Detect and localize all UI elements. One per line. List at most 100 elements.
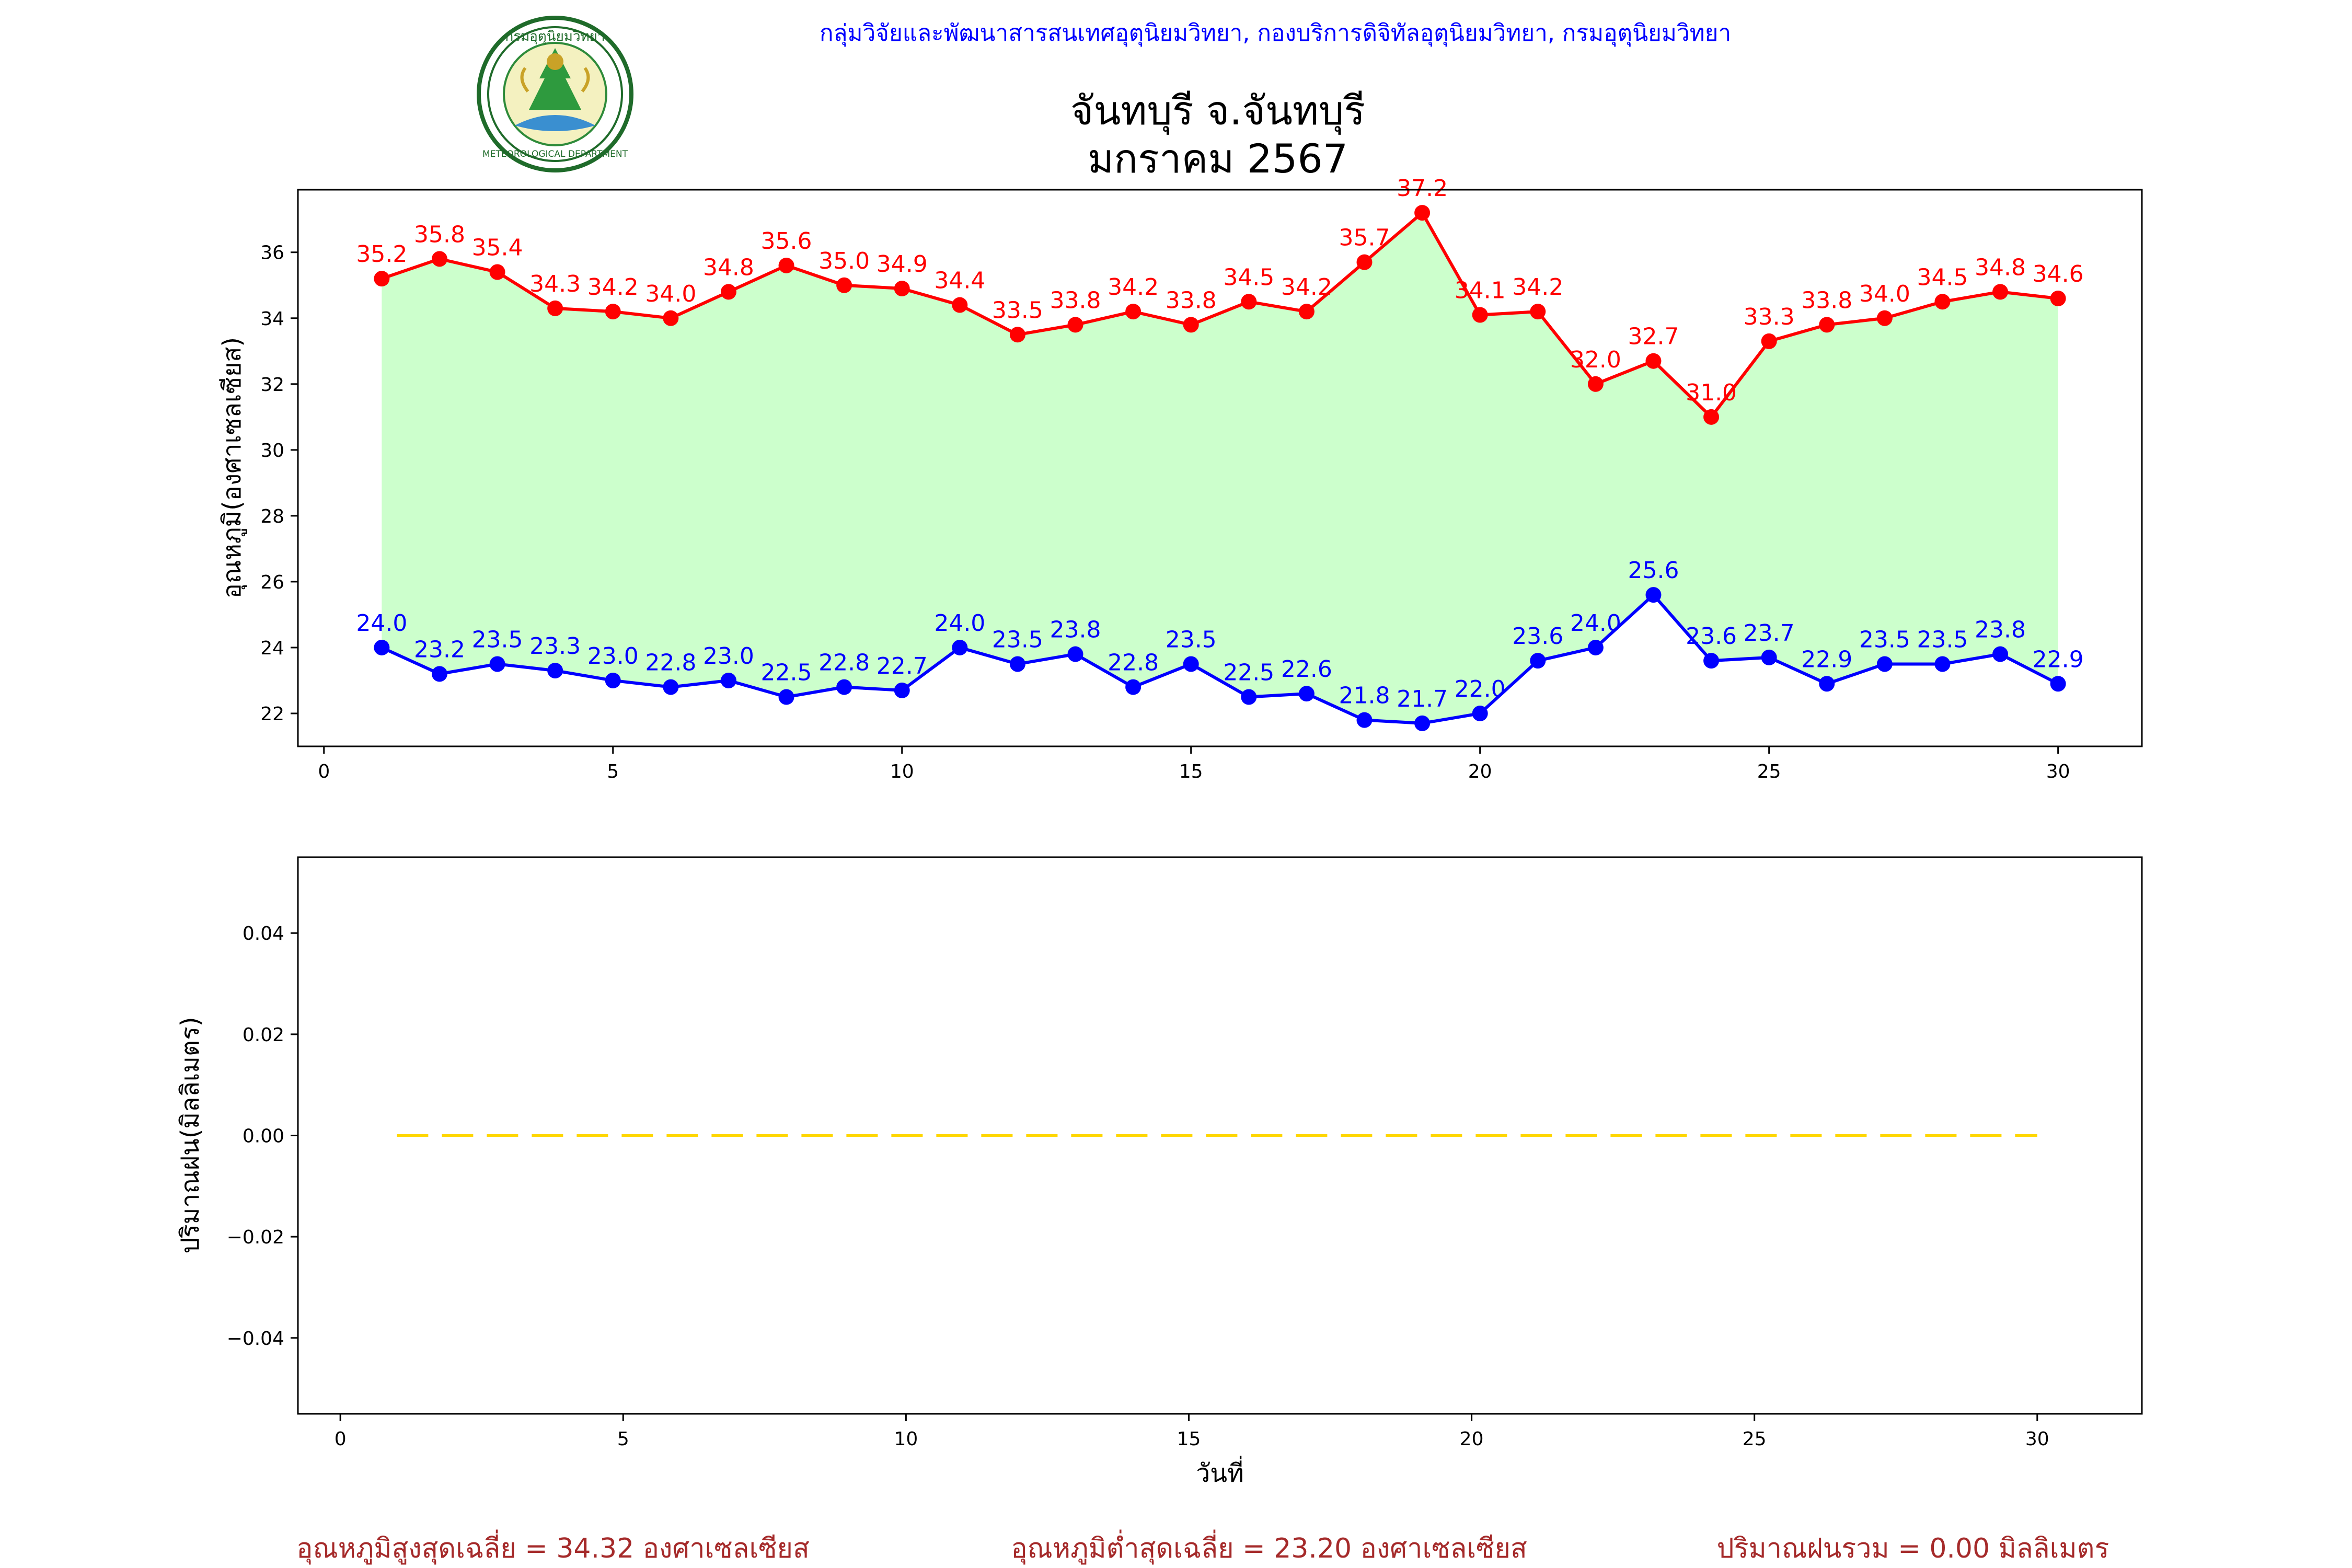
min-temperature-point [663,679,679,695]
max-temperature-point [1819,317,1835,333]
max-temperature-point [1992,284,2009,300]
min-temperature-point [836,679,852,695]
max-temperature-point [1183,317,1199,333]
min-temperature-label: 22.5 [761,659,812,686]
min-temperature-label: 22.5 [1223,659,1274,686]
y-tick-label: 0.00 [243,1126,284,1147]
x-tick-label: 5 [617,1428,629,1450]
min-temperature-label: 23.5 [1859,626,1910,653]
x-tick-label: 30 [2025,1428,2049,1450]
min-temperature-label: 23.6 [1512,623,1563,650]
y-tick-label: −0.02 [227,1227,284,1248]
min-temperature-point [952,639,968,655]
min-temperature-label: 23.5 [1917,626,1968,653]
min-temperature-label: 22.0 [1455,676,1506,702]
max-temperature-points [374,205,2066,425]
max-temperature-label: 34.2 [587,274,639,301]
summary-rain-total: ปริมาณฝนรวม = 0.00 มิลลิเมตร [1717,1533,2109,1564]
max-temperature-point [1241,294,1257,310]
max-temperature-label: 34.0 [1859,281,1910,307]
min-temperature-label: 23.7 [1744,620,1795,647]
max-temperature-label: 34.9 [877,251,928,278]
max-temperature-label: 35.0 [818,248,870,274]
chart-title-line2: มกราคม 2567 [1088,135,1348,182]
max-temperature-point [374,271,390,287]
max-temperature-labels: 35.235.8 35.434.3 34.2 34.034.835.635.0 34.9… [356,175,2083,406]
max-temperature-label: 34.8 [703,254,754,281]
rainfall-y-ticks: −0.04 −0.02 0.00 0.02 0.04 [227,923,298,1350]
max-temperature-point [547,300,563,316]
min-temperature-point [1819,676,1835,692]
max-temperature-point [1703,409,1720,425]
max-temperature-point [720,284,736,300]
max-temperature-point [1876,310,1893,326]
rainfall-x-ticks: 0 5 10 15 20 25 30 [335,1414,2049,1450]
max-temperature-point [1356,254,1373,270]
max-temperature-label: 34.2 [1108,274,1159,301]
max-temperature-point [1472,307,1488,323]
min-temperature-point [489,656,505,672]
max-temperature-label: 35.6 [761,228,812,255]
min-temperature-label: 23.5 [472,626,523,653]
min-temperature-point [547,663,563,679]
max-temperature-point [1125,304,1142,320]
min-temperature-point [1241,689,1257,705]
max-temperature-label: 35.2 [356,241,407,268]
min-temperature-label: 22.9 [2033,646,2084,673]
department-logo: กรมอุตุนิยมวิทยา METEOROLOGICAL DEPARTME… [477,16,633,172]
min-temperature-point [431,666,447,682]
x-tick-label: 20 [1468,761,1492,782]
min-temperature-point [1356,712,1373,728]
max-temperature-label: 33.8 [1166,287,1217,314]
min-temperature-label: 22.8 [818,650,870,676]
summary-min-average: อุณหภูมิต่ำสุดเฉลี่ย = 23.20 องศาเซลเซีย… [1011,1529,1527,1565]
y-tick-label: 28 [260,506,284,527]
x-tick-label: 0 [335,1428,347,1450]
max-temperature-label: 34.0 [645,281,696,307]
x-tick-label: 0 [318,761,330,782]
min-temperature-label: 23.5 [992,626,1043,653]
min-temperature-label: 23.0 [587,643,639,670]
max-temperature-label: 33.8 [1050,287,1101,314]
max-temperature-label: 33.8 [1801,287,1852,314]
min-temperature-point [1125,679,1142,695]
max-temperature-point [1934,294,1951,310]
x-tick-label: 25 [1743,1428,1767,1450]
temperature-range-fill [382,213,2058,723]
max-temperature-label: 33.5 [992,297,1043,324]
min-temperature-label: 22.8 [1108,650,1159,676]
min-temperature-point [1992,646,2009,662]
min-temperature-label: 22.8 [645,650,696,676]
min-temperature-point [1761,649,1777,665]
max-temperature-label: 31.0 [1686,379,1737,406]
min-temperature-label: 23.0 [703,643,754,670]
min-temperature-label: 22.6 [1281,656,1332,683]
max-temperature-label: 34.3 [529,271,581,297]
max-temperature-point [1761,333,1777,349]
y-tick-label: 24 [260,638,284,659]
max-temperature-point [489,264,505,280]
min-temperature-label: 23.8 [1050,617,1101,643]
min-temperature-label: 22.7 [877,653,928,679]
y-tick-label: −0.04 [227,1328,284,1350]
min-temperature-point [1934,656,1951,672]
max-temperature-label: 34.8 [1975,254,2026,281]
min-temperature-label: 22.9 [1801,646,1852,673]
max-temperature-point [605,304,621,320]
x-tick-label: 30 [2046,761,2070,782]
min-temperature-label: 23.5 [1166,626,1217,653]
max-temperature-label: 34.2 [1512,274,1563,301]
max-temperature-label: 34.1 [1455,277,1506,304]
summary-max-average: อุณหภูมิสูงสุดเฉลี่ย = 34.32 องศาเซลเซีย… [296,1529,810,1565]
min-temperature-label: 23.2 [414,636,465,663]
min-temperature-point [1530,653,1546,669]
max-temperature-label: 34.6 [2033,261,2084,287]
temperature-y-ticks: 22 24 26 28 30 32 34 36 [260,243,298,725]
y-tick-label: 36 [260,243,284,264]
y-tick-label: 0.02 [243,1024,284,1046]
min-temperature-label: 23.6 [1686,623,1737,650]
max-temperature-point [952,297,968,313]
min-temperature-point [374,639,390,655]
min-temperature-point [1414,715,1431,731]
